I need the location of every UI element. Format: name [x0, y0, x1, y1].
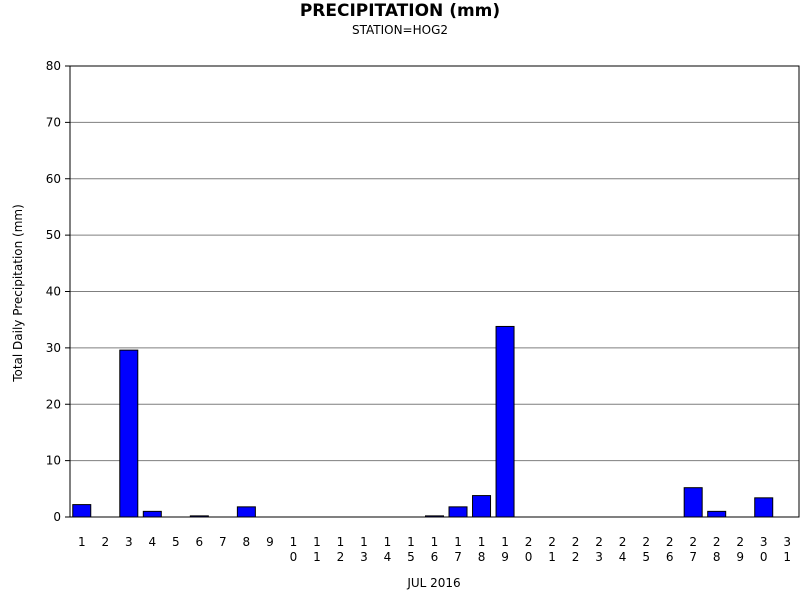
y-tick-label: 30 [46, 341, 61, 355]
y-tick-label: 80 [46, 59, 61, 73]
bar-day-1 [72, 504, 92, 518]
bar-day-28 [707, 510, 727, 518]
x-tick-label: 7 [219, 535, 227, 549]
bar-day-3 [119, 349, 139, 518]
x-tick-labels: 1 2 3 4 5 6 7 8 9 1 01 11 21 31 41 51 61 71 81 92 02 12 22 32 42… [78, 535, 791, 564]
y-tick-label: 10 [46, 454, 61, 468]
bar-day-8 [236, 506, 256, 518]
bar-day-18 [472, 495, 492, 518]
bar-day-27 [683, 487, 703, 518]
x-tick-label: 9 [266, 535, 274, 549]
grid-lines [70, 65, 799, 462]
y-tick-label: 20 [46, 397, 61, 411]
y-tick-label: 40 [46, 285, 61, 299]
bars [72, 325, 774, 518]
x-axis-label: JUL 2016 [406, 576, 460, 590]
x-tick-label: 1 [78, 535, 86, 549]
x-tick-label: 3 [125, 535, 133, 549]
y-tick-labels: 0 10 20 30 40 50 60 70 80 [46, 59, 70, 524]
x-tick-label: 8 [243, 535, 251, 549]
bar-day-17 [448, 506, 468, 518]
y-tick-label: 50 [46, 228, 61, 242]
chart-title: PRECIPITATION (mm) [299, 1, 501, 21]
x-tick-label: 4 [148, 535, 156, 549]
y-tick-label: 70 [46, 115, 61, 129]
y-tick-label: 60 [46, 172, 61, 186]
x-tick-label: 5 [172, 535, 180, 549]
bar-day-4 [142, 510, 162, 518]
y-tick-label: 0 [53, 510, 61, 524]
x-tick-label: 2 [101, 535, 109, 549]
bar-day-30 [754, 497, 774, 518]
chart-subtitle: STATION=HOG2 [351, 23, 449, 37]
bar-day-19 [495, 325, 515, 518]
y-axis-label: Total Daily Precipitation (mm) [11, 204, 25, 383]
x-tick-label: 6 [196, 535, 204, 549]
